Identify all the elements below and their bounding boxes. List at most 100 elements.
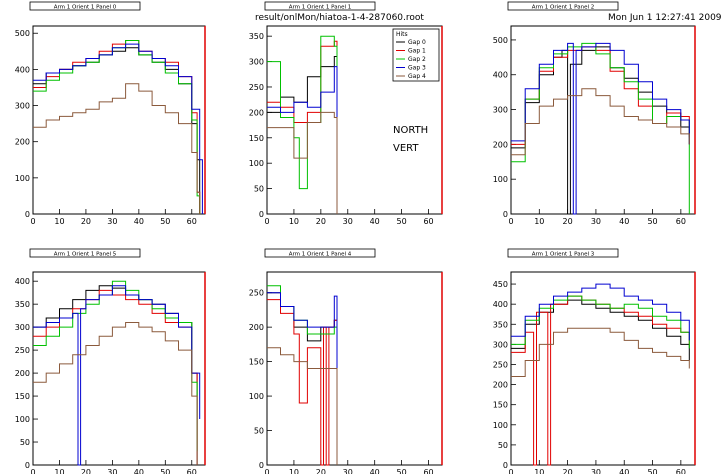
x-tick-label: 50 <box>160 217 170 226</box>
y-tick-label: 500 <box>493 36 508 45</box>
x-tick-label: 40 <box>619 217 629 226</box>
annotation-vert: VERT <box>393 143 419 154</box>
x-tick-label: 50 <box>160 468 170 474</box>
y-tick-label: 0 <box>259 210 264 219</box>
series-line-gap-3 <box>267 292 338 465</box>
x-tick-label: 20 <box>316 468 326 474</box>
y-tick-label: 300 <box>493 106 508 115</box>
y-tick-label: 250 <box>249 83 264 92</box>
y-tick-label: 150 <box>249 134 264 143</box>
series-line-gap-1 <box>511 295 690 466</box>
y-tick-label: 100 <box>493 175 508 184</box>
legend-entry: Gap 1 <box>408 48 426 55</box>
series-line-gap-4 <box>33 322 198 465</box>
series-line-gap-2 <box>267 35 338 214</box>
x-tick-label: 40 <box>619 468 629 474</box>
y-tick-label: 350 <box>15 300 30 309</box>
y-tick-label: 350 <box>493 320 508 329</box>
x-tick-label: 50 <box>397 217 407 226</box>
y-tick-label: 200 <box>493 140 508 149</box>
x-tick-label: 20 <box>81 468 91 474</box>
panel-frame <box>266 271 443 466</box>
series-line-gap-4 <box>267 347 338 465</box>
x-tick-label: 40 <box>134 468 144 474</box>
series-line-gap-2 <box>33 40 201 214</box>
x-tick-label: 10 <box>534 468 544 474</box>
x-tick-label: 10 <box>289 217 299 226</box>
y-tick-label: 150 <box>15 392 30 401</box>
annotation-north: NORTH <box>393 125 428 136</box>
legend-entry: Gap 0 <box>408 39 426 46</box>
y-tick-label: 0 <box>503 210 508 219</box>
panel-title: Arm 1 Orient 1 Panel 5 <box>54 252 117 258</box>
x-tick-label: 10 <box>54 217 64 226</box>
x-tick-label: 0 <box>508 217 513 226</box>
legend-box <box>392 28 440 82</box>
x-tick-label: 30 <box>107 217 117 226</box>
x-tick-label: 30 <box>343 468 353 474</box>
x-tick-label: 0 <box>30 217 35 226</box>
series-line-gap-1 <box>33 40 201 214</box>
x-tick-label: 20 <box>81 217 91 226</box>
panel-title: Arm 1 Orient 1 Panel 4 <box>289 252 352 258</box>
y-tick-label: 300 <box>15 323 30 332</box>
x-tick-label: 60 <box>187 468 197 474</box>
x-tick-label: 30 <box>107 468 117 474</box>
x-tick-label: 60 <box>676 468 686 474</box>
series-line-gap-0 <box>33 285 198 465</box>
panel-title: Arm 1 Orient 1 Panel 1 <box>289 5 352 11</box>
x-tick-label: 50 <box>647 217 657 226</box>
panel-title-box <box>507 1 619 11</box>
x-tick-label: 10 <box>534 217 544 226</box>
x-tick-label: 20 <box>563 217 573 226</box>
x-tick-label: 60 <box>423 468 433 474</box>
x-tick-label: 30 <box>591 217 601 226</box>
y-tick-label: 400 <box>15 277 30 286</box>
series-line-gap-3 <box>511 42 690 215</box>
x-tick-label: 60 <box>187 217 197 226</box>
y-tick-label: 150 <box>249 358 264 367</box>
series-line-gap-4 <box>511 327 690 377</box>
y-tick-label: 0 <box>259 461 264 470</box>
panel-title-box <box>29 1 141 11</box>
y-tick-label: 100 <box>15 174 30 183</box>
x-tick-label: 40 <box>370 217 380 226</box>
y-tick-label: 200 <box>15 369 30 378</box>
x-tick-label: 10 <box>54 468 64 474</box>
x-tick-label: 40 <box>134 217 144 226</box>
y-tick-label: 250 <box>493 360 508 369</box>
y-tick-label: 50 <box>254 185 264 194</box>
y-tick-label: 200 <box>249 323 264 332</box>
x-tick-label: 0 <box>264 217 269 226</box>
file-label: result/onlMon/hiatoa-1-4-287060.root <box>255 13 424 23</box>
legend-entry: Gap 4 <box>408 73 426 80</box>
x-tick-label: 30 <box>591 468 601 474</box>
series-line-gap-0 <box>511 46 690 215</box>
y-tick-label: 100 <box>15 415 30 424</box>
x-tick-label: 10 <box>289 468 299 474</box>
series-line-gap-4 <box>267 111 338 214</box>
y-tick-label: 0 <box>25 210 30 219</box>
x-tick-label: 20 <box>563 468 573 474</box>
y-tick-label: 300 <box>493 340 508 349</box>
y-tick-label: 350 <box>249 32 264 41</box>
panel-title: Arm 1 Orient 1 Panel 3 <box>532 252 595 258</box>
y-tick-label: 50 <box>20 438 30 447</box>
series-line-gap-4 <box>33 83 201 214</box>
series-line-gap-1 <box>33 289 198 465</box>
series-line-gap-0 <box>511 299 690 361</box>
y-tick-label: 200 <box>493 381 508 390</box>
panel-title-box <box>264 248 376 258</box>
y-tick-label: 500 <box>15 29 30 38</box>
series-line-gap-2 <box>511 295 690 349</box>
legend-title: Hits <box>396 31 408 38</box>
series-line-gap-2 <box>511 42 690 214</box>
panel-frame <box>510 271 696 466</box>
y-tick-label: 0 <box>25 461 30 470</box>
y-tick-label: 400 <box>493 71 508 80</box>
y-tick-label: 300 <box>15 102 30 111</box>
panel-title-box <box>29 248 141 258</box>
y-tick-label: 100 <box>493 421 508 430</box>
panel-title: Arm 1 Orient 1 Panel 0 <box>54 5 117 11</box>
